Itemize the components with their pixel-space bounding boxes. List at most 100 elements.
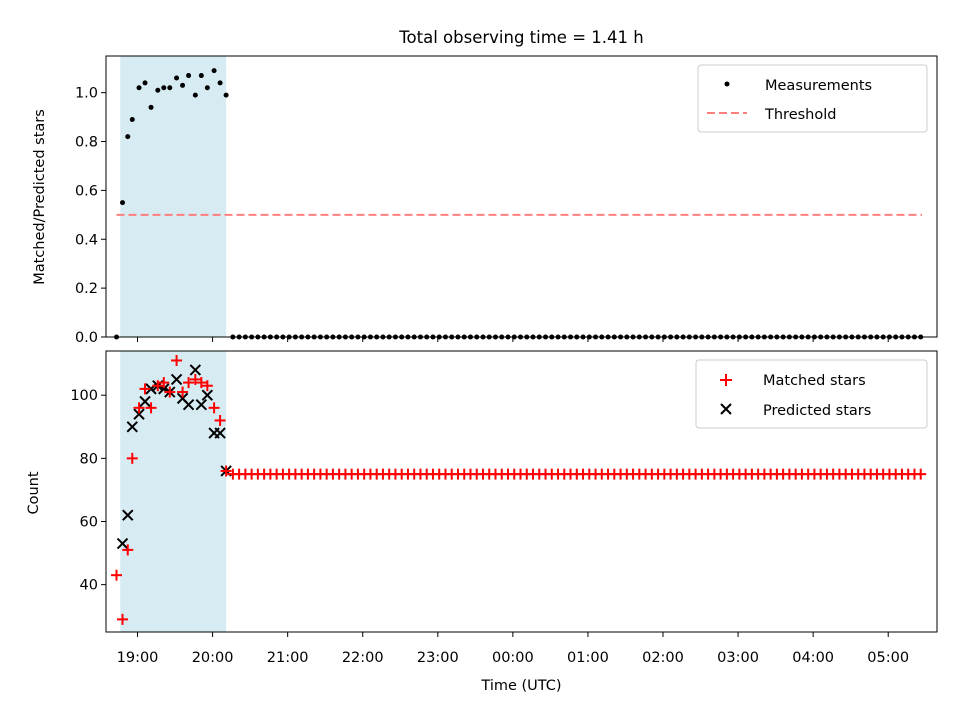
top-y-axis-label: Matched/Predicted stars <box>32 109 48 285</box>
bottom-legend-box <box>695 359 928 429</box>
matched-star-point <box>139 383 151 395</box>
x-tick-label: 01:00 <box>567 650 609 666</box>
x-tick-label: 22:00 <box>342 650 384 666</box>
x-tick-label: 23:00 <box>417 650 459 666</box>
measurement-point <box>161 85 167 91</box>
matched-star-point <box>145 402 157 414</box>
top-y-ticks: 0.0 0.2 0.4 0.6 0.8 1.0 <box>75 86 106 346</box>
legend-measurement-marker <box>724 81 730 87</box>
predicted-star-point <box>126 421 138 433</box>
top-y-tick-label: 0.4 <box>75 232 98 248</box>
top-span <box>120 56 227 337</box>
measurement-point <box>174 75 180 81</box>
predicted-star-point <box>116 537 129 550</box>
matched-star-point <box>117 613 129 625</box>
top-legend-box <box>697 64 928 133</box>
matched-star-point <box>164 386 176 398</box>
measurement-point <box>120 200 126 206</box>
top-y-tick-label: 0.6 <box>75 183 98 199</box>
matched-star-point <box>171 354 183 366</box>
predicted-star-point <box>201 389 214 401</box>
predicted-star-point <box>133 408 145 420</box>
cross-b <box>176 392 189 405</box>
cross-b <box>214 427 226 439</box>
top-y-tick-label: 1.0 <box>75 86 98 102</box>
predicted-star-point <box>182 398 195 411</box>
matched-star-point <box>183 377 195 389</box>
chart-title: Total observing time = 1.41 h <box>398 28 643 47</box>
x-tick-label: 20:00 <box>192 650 234 666</box>
bottom-y-tick-label: 60 <box>80 514 98 530</box>
measurement-point <box>192 92 198 98</box>
measurement-point <box>136 85 142 91</box>
bottom-y-tick-label: 100 <box>70 388 98 404</box>
measurement-point <box>125 134 131 140</box>
cross-b <box>189 364 202 376</box>
top-y-tick-label: 0.8 <box>75 135 98 151</box>
measurement-point <box>167 85 173 91</box>
matched-star-point <box>158 377 170 389</box>
matched-star-point <box>133 402 145 414</box>
top-y-tick-label: 0.0 <box>75 330 98 346</box>
x-tick-label: 04:00 <box>792 650 834 666</box>
top-x-ticks <box>137 337 889 342</box>
measurement-point <box>186 73 192 79</box>
cross-b <box>116 537 129 550</box>
predicted-star-point <box>170 373 183 386</box>
predicted-star-point <box>195 398 208 411</box>
bottom-panel: 40 60 80 100 19:00 20:00 21:00 22:00 23:00 00:00… <box>26 350 938 694</box>
bottom-y-tick-label: 80 <box>80 451 98 467</box>
measurement-point <box>180 82 186 88</box>
cross-b <box>133 408 145 420</box>
measurement-point <box>155 87 161 93</box>
matched-star-point <box>122 544 134 556</box>
cross-b <box>139 395 151 408</box>
predicted-star-point <box>122 509 134 521</box>
x-tick-label: 05:00 <box>867 650 909 666</box>
bottom-axes-frame <box>105 350 938 633</box>
x-tick-label: 03:00 <box>717 650 759 666</box>
top-y-tick-label: 0.2 <box>75 281 98 297</box>
bottom-y-tick-label: 40 <box>80 578 98 594</box>
top-legend: Measurements Threshold <box>697 64 928 133</box>
measurement-point <box>129 117 135 123</box>
cross-b <box>122 509 134 521</box>
predicted-star-point <box>189 364 202 376</box>
count-points <box>111 354 927 625</box>
matched-star-point <box>201 380 213 392</box>
matched-star-point <box>220 465 232 477</box>
legend-measurements-label: Measurements <box>765 78 872 94</box>
measurement-point <box>142 80 148 86</box>
matched-star-point <box>915 468 927 480</box>
matched-star-point <box>189 373 201 385</box>
cross-b <box>201 389 214 401</box>
measurement-point <box>204 85 210 91</box>
matched-star-point <box>152 380 164 392</box>
x-tick-label: 21:00 <box>267 650 309 666</box>
measurement-point <box>223 92 229 98</box>
measurement-point <box>198 73 204 79</box>
x-tick-label: 02:00 <box>642 650 684 666</box>
predicted-star-point <box>214 427 226 439</box>
legend-predicted-label: Predicted stars <box>763 403 871 419</box>
matched-star-point <box>111 569 123 581</box>
matched-star-point <box>208 402 220 414</box>
top-axes-frame <box>105 55 938 338</box>
bottom-span <box>120 351 227 632</box>
legend-threshold-label: Threshold <box>764 107 836 123</box>
legend-matched-marker <box>720 374 732 386</box>
predicted-star-point <box>139 395 151 408</box>
measurement-point <box>148 104 154 110</box>
matched-star-point <box>177 386 189 398</box>
legend-predicted-marker <box>720 403 732 415</box>
measurement-point <box>217 80 223 86</box>
cross-b <box>170 373 183 386</box>
top-panel: 0.0 0.2 0.4 0.6 0.8 1.0 Matched/Predicted sta… <box>32 55 938 346</box>
matched-star-point <box>195 377 207 389</box>
matched-star-point <box>126 452 138 464</box>
bottom-y-ticks: 40 60 80 100 <box>70 388 106 594</box>
matched-star-point <box>214 414 226 426</box>
cross-b <box>158 383 170 395</box>
x-tick-label: 19:00 <box>117 650 159 666</box>
